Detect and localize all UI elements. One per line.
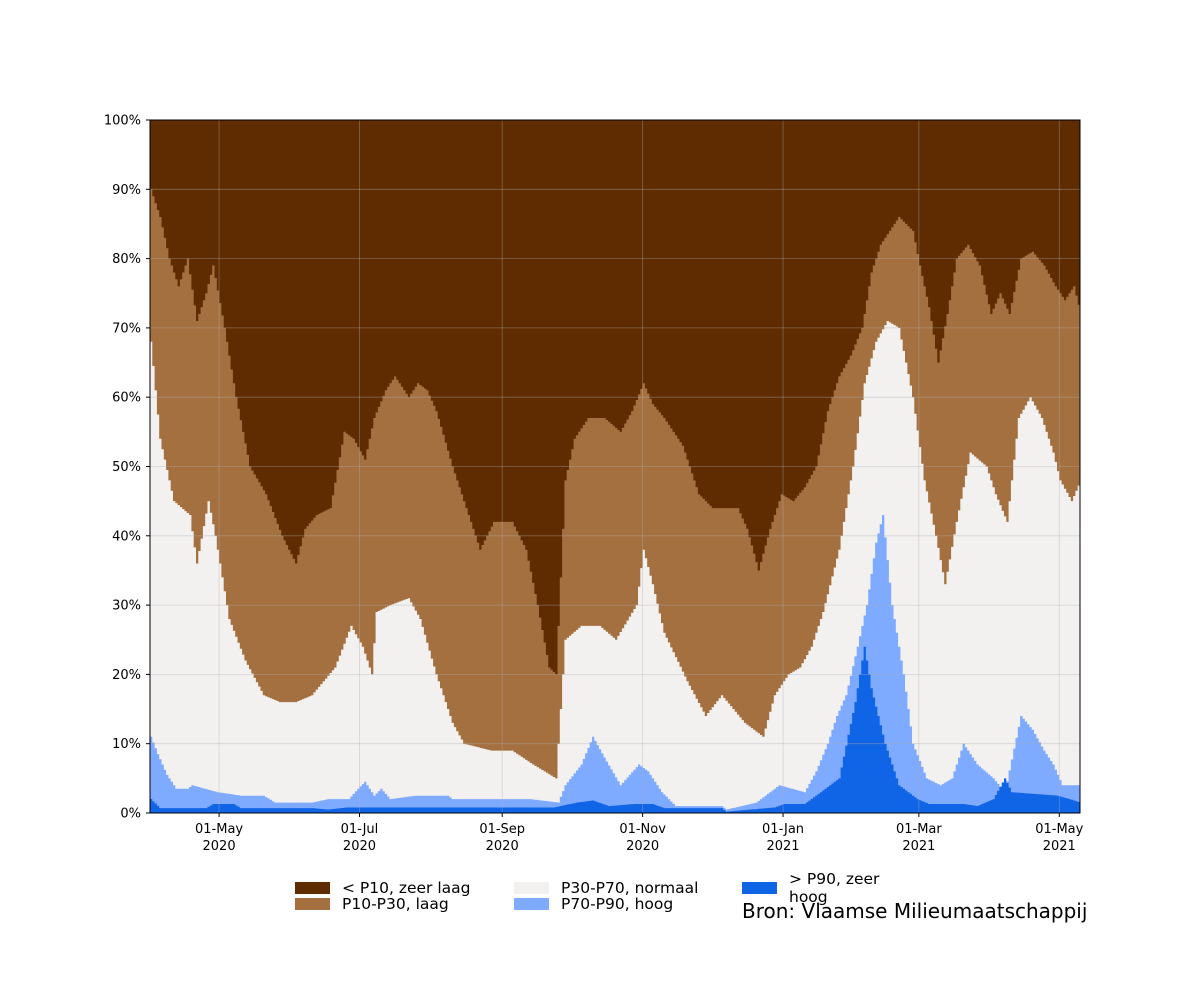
y-tick-label: 70% — [112, 321, 141, 336]
legend-label: < P10, zeer laag — [342, 878, 471, 897]
x-tick-label-year: 2020 — [343, 839, 376, 854]
y-tick-label: 0% — [120, 807, 141, 822]
axes: 0% 10% 20% 30% 40% 50% 60% 70% 80% 90% 100% 01-May 2… — [104, 114, 1084, 855]
y-tick-label: 60% — [112, 391, 141, 406]
x-tick-label-year: 2021 — [766, 839, 799, 854]
legend-item: < P10, zeer laag — [295, 878, 471, 897]
legend-item: P10-P30, laag — [295, 894, 449, 913]
legend-label: > P90, zeer hoog — [789, 869, 880, 906]
y-tick-label: 40% — [112, 529, 141, 544]
y-tick-label: 80% — [112, 252, 141, 267]
source-credit: Bron: Vlaamse Milieumaatschappij — [742, 899, 1088, 923]
x-tick-label-year: 2020 — [486, 839, 519, 854]
y-tick-label: 100% — [104, 114, 141, 129]
x-tick-label-year: 2021 — [1043, 839, 1076, 854]
legend-item: P70-P90, hoog — [514, 894, 674, 913]
x-tick-label-month: 01-May — [195, 822, 243, 837]
area-p90-zeer-hoog — [150, 646, 1080, 813]
x-tick-label-month: 01-Sep — [479, 822, 525, 837]
legend-swatch — [514, 881, 549, 894]
x-tick-label-month: 01-Jul — [341, 822, 379, 837]
x-tick-label-month: 01-Mar — [896, 822, 942, 837]
legend-label: P70-P90, hoog — [561, 894, 674, 913]
y-tick-label: 10% — [112, 737, 141, 752]
legend-swatch — [742, 881, 777, 894]
legend-swatch — [295, 897, 330, 910]
legend-swatch — [295, 881, 330, 894]
x-tick-label-month: 01-Nov — [619, 822, 666, 837]
legend-swatch — [514, 897, 549, 910]
y-tick-label: 50% — [112, 460, 141, 475]
x-tick-label-year: 2020 — [626, 839, 659, 854]
x-tick-label-year: 2021 — [902, 839, 935, 854]
y-tick-label: 30% — [112, 599, 141, 614]
x-tick-label-year: 2020 — [203, 839, 236, 854]
y-tick-label: 90% — [112, 183, 141, 198]
legend-item: > P90, zeer hoog — [742, 870, 915, 906]
x-tick-label-month: 01-Jan — [762, 822, 804, 837]
legend: < P10, zeer laag P10-P30, laag P30-P70, no… — [295, 870, 915, 913]
stacked-areas — [150, 120, 1080, 814]
legend-label: P30-P70, normaal — [561, 878, 699, 897]
grid-lines — [150, 119, 1080, 814]
legend-item: P30-P70, normaal — [514, 878, 699, 897]
x-tick-label-month: 01-May — [1035, 822, 1083, 837]
legend-label: P10-P30, laag — [342, 894, 449, 913]
y-tick-label: 20% — [112, 668, 141, 683]
